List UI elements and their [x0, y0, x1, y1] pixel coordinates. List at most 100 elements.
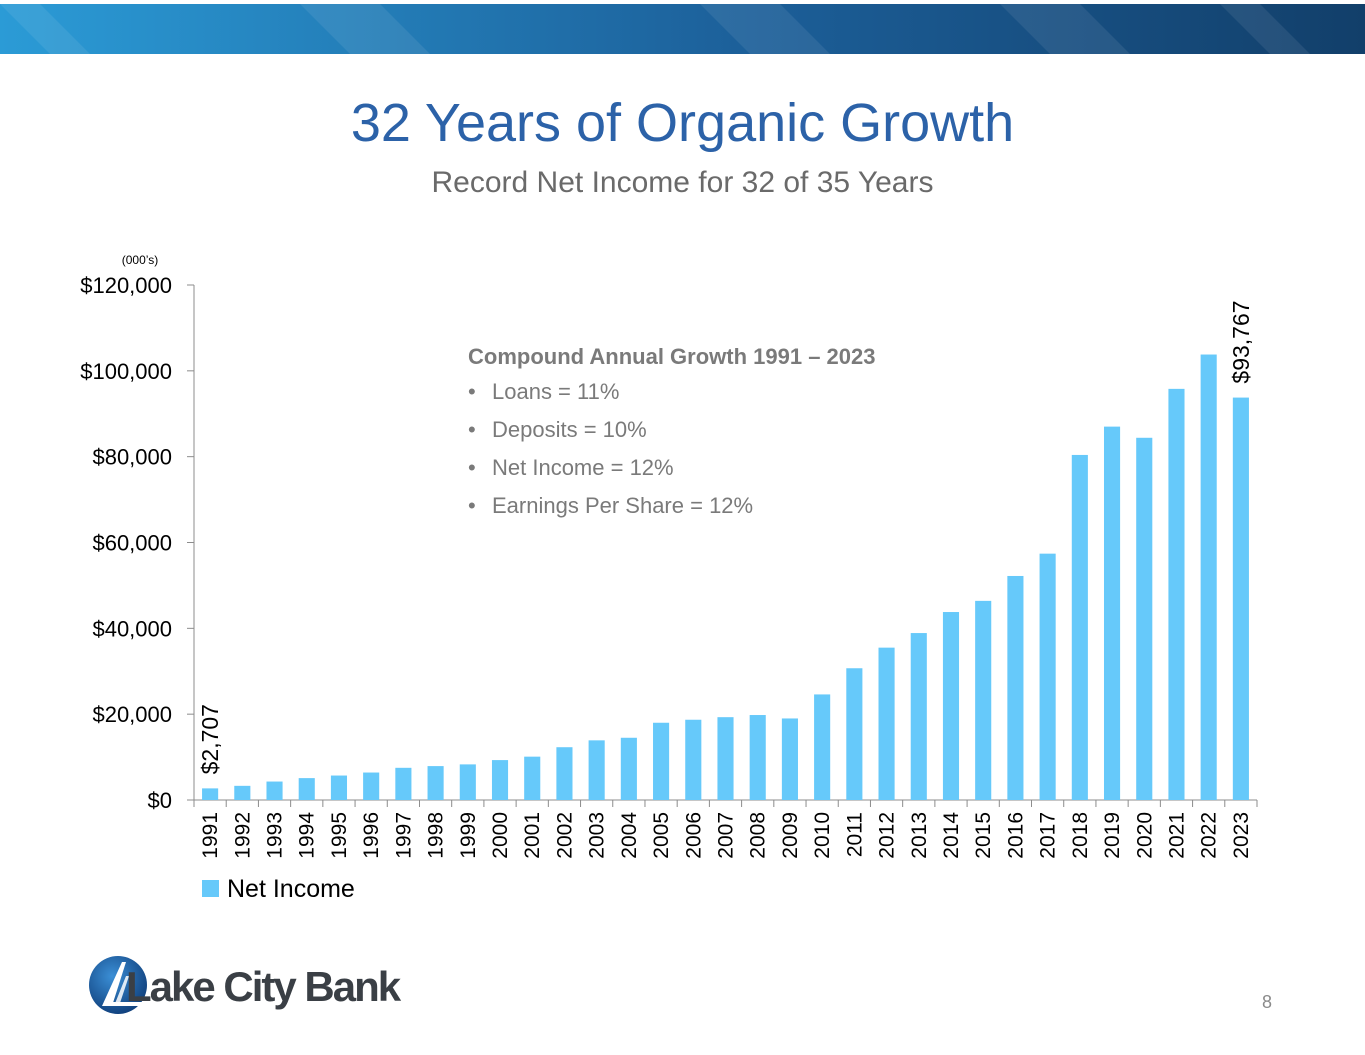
- x-tick-labels: 1991 1992 1993 1994 1995 1996 1997 1998 1999 2000…: [199, 812, 1253, 859]
- bar-1995: [330, 775, 348, 800]
- x-tick-label: 2021: [1165, 812, 1188, 859]
- x-tick-label: 1996: [360, 812, 383, 859]
- x-tick-label: 2014: [940, 812, 963, 859]
- cagr-item-label: Deposits = 10%: [492, 417, 647, 442]
- x-tick-label: 2009: [779, 812, 802, 859]
- cagr-callout: Compound Annual Growth 1991 – 2023 • Loan…: [468, 344, 875, 530]
- bar-2020: [1136, 437, 1153, 800]
- data-label: $2,707: [197, 704, 223, 774]
- bar-1997: [395, 767, 412, 800]
- y-tick-label: $60,000: [92, 531, 172, 556]
- cagr-item: • Loans = 11%: [468, 378, 875, 416]
- bar-1996: [363, 772, 380, 800]
- x-tick-label: 2003: [586, 812, 609, 859]
- bullet-icon: •: [468, 455, 476, 480]
- bullet-icon: •: [468, 417, 476, 442]
- bar-2015: [975, 600, 992, 800]
- bar-2002: [556, 747, 573, 800]
- bullet-icon: •: [468, 493, 476, 518]
- x-tick-label: 2004: [618, 812, 641, 859]
- y-tick-label: $0: [148, 788, 172, 813]
- bar-2005: [653, 722, 670, 800]
- x-tick-label: 2005: [650, 812, 673, 859]
- bar-1998: [427, 766, 444, 800]
- x-tick-label: 1993: [264, 812, 287, 859]
- y-tick-label: $40,000: [92, 616, 172, 641]
- header-banner: [0, 4, 1365, 54]
- legend: Net Income: [202, 875, 355, 903]
- y-axis: $0 $20,000 $40,000 $60,000 $80,000 $100,000 $1…: [80, 273, 195, 813]
- cagr-item: • Deposits = 10%: [468, 416, 875, 454]
- x-tick-label: 1992: [231, 812, 254, 859]
- x-tick-label: 2012: [876, 812, 899, 859]
- bar-2019: [1103, 426, 1121, 800]
- x-tick-label: 2002: [553, 812, 576, 859]
- legend-swatch: [202, 880, 219, 897]
- bar-2003: [588, 740, 605, 800]
- page-number: 8: [1262, 992, 1273, 1012]
- x-tick-label: 2015: [972, 812, 995, 859]
- bar-2007: [717, 717, 734, 800]
- x-tick-label: 2006: [682, 812, 705, 859]
- x-tick-label: 2000: [489, 812, 512, 859]
- x-tick-label: 1999: [457, 812, 480, 859]
- x-tick-label: 1991: [199, 812, 222, 859]
- bar-1994: [298, 778, 315, 800]
- x-tick-label: 2001: [521, 812, 544, 859]
- bar-2023: [1232, 397, 1249, 800]
- y-tick-label: $20,000: [92, 702, 172, 727]
- y-tick-label: $120,000: [80, 273, 172, 298]
- cagr-item-label: Net Income = 12%: [492, 455, 674, 480]
- x-tick-label: 2023: [1230, 812, 1253, 859]
- lake-city-bank-logo: Lake City Bank: [89, 956, 404, 1014]
- bar-2006: [685, 719, 702, 800]
- x-tick-label: 2019: [1101, 812, 1124, 859]
- x-tick-label: 1995: [328, 812, 351, 859]
- bar-1993: [266, 781, 283, 800]
- slide-title: 32 Years of Organic Growth: [350, 93, 1015, 153]
- x-tick-label: 1997: [392, 812, 415, 859]
- bar-2009: [781, 718, 798, 800]
- bar-2008: [749, 715, 766, 800]
- cagr-title: Compound Annual Growth 1991 – 2023: [468, 344, 876, 369]
- bar-2004: [620, 737, 637, 800]
- cagr-list: • Loans = 11% • Deposits = 10% • Net Income…: [468, 378, 875, 530]
- x-tick-label: 1998: [425, 812, 448, 859]
- cagr-item-label: Earnings Per Share = 12%: [492, 493, 754, 518]
- bar-2013: [910, 633, 927, 800]
- bar-2014: [942, 612, 960, 800]
- x-tick-label: 2016: [1004, 812, 1027, 859]
- x-tick-label: 2020: [1133, 812, 1156, 859]
- bar-1999: [459, 764, 476, 800]
- units-note: (000’s): [122, 253, 158, 267]
- x-tick-label: 1994: [296, 812, 319, 859]
- x-tick-label: 2022: [1198, 812, 1221, 859]
- bar-2017: [1039, 553, 1056, 800]
- data-label: $93,767: [1228, 300, 1254, 383]
- bullet-icon: •: [468, 379, 476, 404]
- x-tick-label: 2010: [811, 812, 834, 859]
- cagr-item: • Earnings Per Share = 12%: [468, 492, 875, 530]
- bar-2018: [1071, 454, 1088, 800]
- x-axis: [193, 799, 1258, 807]
- bar-1992: [234, 785, 251, 800]
- y-tick-label: $100,000: [80, 359, 172, 384]
- x-tick-label: 2008: [747, 812, 770, 859]
- bar-2012: [878, 647, 895, 800]
- x-tick-label: 2013: [908, 812, 931, 859]
- x-tick-label: 2007: [715, 812, 738, 859]
- slide-subtitle: Record Net Income for 32 of 35 Years: [431, 166, 934, 199]
- data-labels: $2,707 $93,767: [197, 300, 1254, 774]
- bar-2010: [814, 694, 831, 800]
- bar-2000: [491, 760, 509, 800]
- bars: [202, 354, 1249, 800]
- x-tick-label: 2017: [1037, 812, 1060, 859]
- x-tick-label: 2018: [1069, 812, 1092, 859]
- bar-2022: [1200, 354, 1217, 800]
- bar-2021: [1168, 388, 1185, 800]
- bar-1991: [202, 788, 219, 800]
- logo-text: Lake City Bank: [126, 963, 402, 1010]
- y-tick-label: $80,000: [92, 445, 172, 470]
- x-tick-label: 2011: [843, 812, 866, 857]
